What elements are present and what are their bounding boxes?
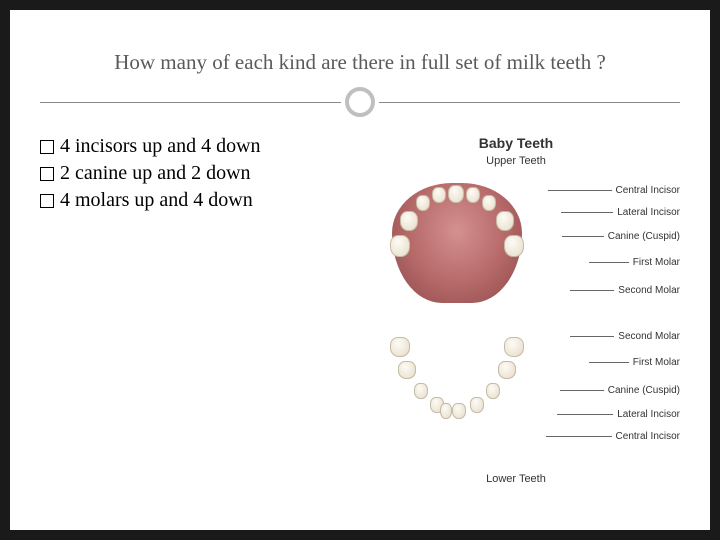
tooth [390, 337, 410, 357]
label-line [560, 390, 604, 391]
tooth [496, 211, 514, 231]
bullet-list: 4 incisors up and 4 down 2 canine up and… [40, 135, 340, 495]
tooth-label: Second Molar [570, 285, 680, 296]
tooth [504, 337, 524, 357]
tooth [400, 211, 418, 231]
bullet-text: 2 canine up and 2 down [60, 162, 251, 185]
label-text: Lateral Incisor [617, 207, 680, 218]
tooth [440, 403, 452, 419]
tooth [504, 235, 524, 257]
upper-arch: Central Incisor Lateral Incisor Canine (Cu… [352, 173, 680, 313]
label-line [589, 262, 629, 263]
label-line [570, 336, 614, 337]
tooth [466, 187, 480, 203]
tooth [416, 195, 430, 211]
label-text: Second Molar [618, 285, 680, 296]
tooth-label: First Molar [589, 357, 680, 368]
title-divider [40, 87, 680, 117]
tooth [390, 235, 410, 257]
tooth [486, 383, 500, 399]
divider-line-left [40, 102, 341, 103]
label-text: Second Molar [618, 331, 680, 342]
label-text: Lateral Incisor [617, 409, 680, 420]
lower-arch: Second Molar First Molar Canine (Cuspid) La… [352, 323, 680, 463]
label-line [548, 190, 612, 191]
palate-shape [392, 183, 522, 303]
tooth-label: Canine (Cuspid) [562, 231, 680, 242]
tooth [482, 195, 496, 211]
slide: How many of each kind are there in full … [10, 10, 710, 530]
slide-title: How many of each kind are there in full … [40, 50, 680, 75]
teeth-diagram: Baby Teeth Upper Teeth Central Incisor La… [352, 135, 680, 495]
tooth [432, 187, 446, 203]
tooth-label: Central Incisor [548, 185, 680, 196]
label-line [562, 236, 604, 237]
label-line [557, 414, 613, 415]
label-line [570, 290, 614, 291]
label-text: First Molar [633, 357, 680, 368]
tooth [398, 361, 416, 379]
lower-arch-shape [392, 333, 522, 443]
content-row: 4 incisors up and 4 down 2 canine up and… [40, 135, 680, 495]
tooth [452, 403, 466, 419]
label-text: Canine (Cuspid) [608, 385, 680, 396]
checkbox-icon [40, 140, 54, 154]
tooth [448, 185, 464, 203]
tooth-label: Lateral Incisor [557, 409, 680, 420]
lower-subtitle: Lower Teeth [352, 473, 680, 485]
tooth-label: Canine (Cuspid) [560, 385, 680, 396]
label-text: Central Incisor [616, 185, 680, 196]
tooth [498, 361, 516, 379]
checkbox-icon [40, 167, 54, 181]
checkbox-icon [40, 194, 54, 208]
divider-line-right [379, 102, 680, 103]
label-line [546, 436, 612, 437]
tooth-label: Lateral Incisor [561, 207, 680, 218]
divider-circle-icon [345, 87, 375, 117]
tooth-label: First Molar [589, 257, 680, 268]
bullet-item: 4 molars up and 4 down [40, 189, 340, 212]
bullet-text: 4 incisors up and 4 down [60, 135, 261, 158]
label-line [589, 362, 629, 363]
tooth [414, 383, 428, 399]
bullet-item: 2 canine up and 2 down [40, 162, 340, 185]
label-text: Canine (Cuspid) [608, 231, 680, 242]
tooth-label: Second Molar [570, 331, 680, 342]
tooth-label: Central Incisor [546, 431, 680, 442]
label-text: First Molar [633, 257, 680, 268]
tooth [470, 397, 484, 413]
diagram-title: Baby Teeth [352, 135, 680, 151]
bullet-text: 4 molars up and 4 down [60, 189, 253, 212]
upper-subtitle: Upper Teeth [352, 155, 680, 167]
label-text: Central Incisor [616, 431, 680, 442]
label-line [561, 212, 613, 213]
bullet-item: 4 incisors up and 4 down [40, 135, 340, 158]
